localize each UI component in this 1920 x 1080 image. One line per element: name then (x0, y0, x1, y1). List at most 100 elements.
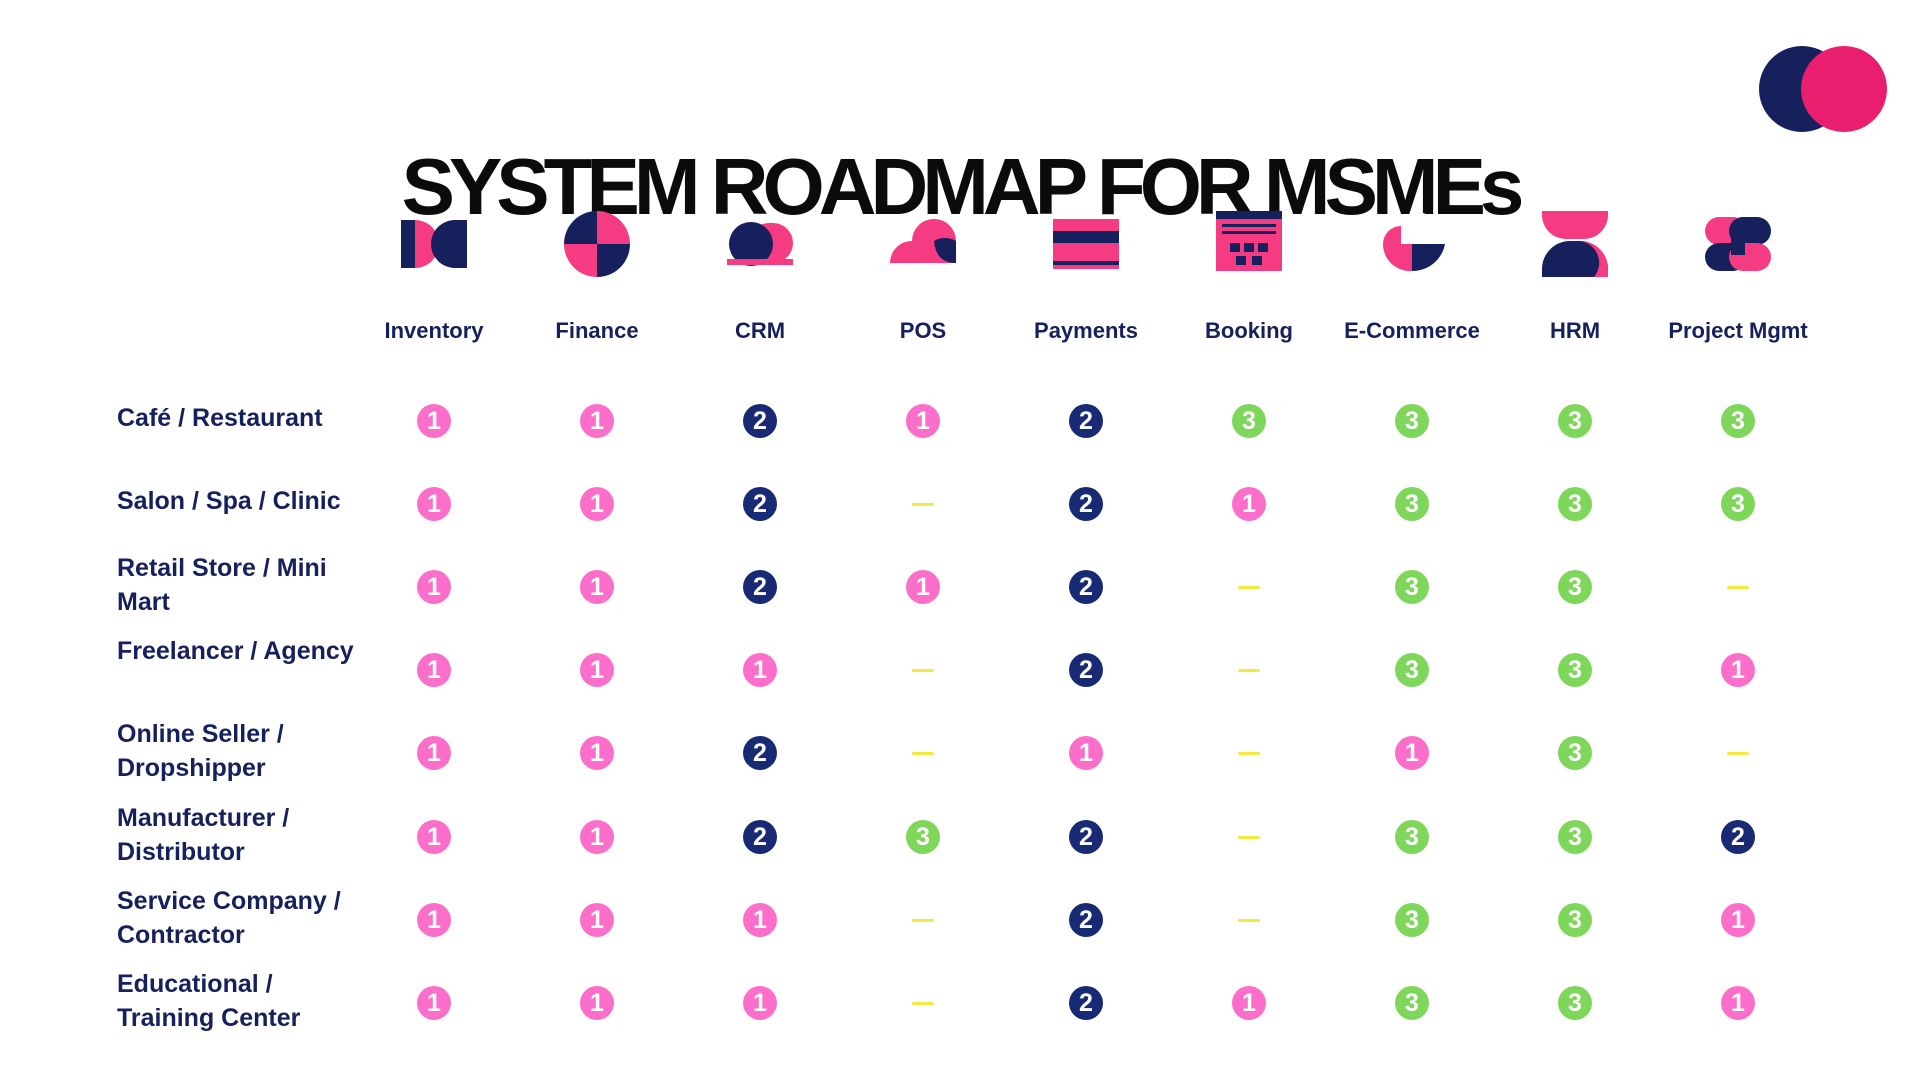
phase-badge: 1 (580, 653, 614, 687)
phase-badge: 2 (743, 820, 777, 854)
column-label: POS (899, 318, 947, 343)
column-label: HRM (1549, 318, 1601, 343)
phase-badge: 3 (1558, 570, 1592, 604)
phase-badge: 1 (1395, 736, 1429, 770)
phase-badge: 1 (580, 820, 614, 854)
row-label: Freelancer / Agency (117, 637, 354, 665)
column-label: E-Commerce (1344, 318, 1480, 343)
phase-badge: 3 (1721, 487, 1755, 521)
phase-badge: 2 (1069, 487, 1103, 521)
phase-badge: 1 (1232, 487, 1266, 521)
phase-badge: 1 (417, 820, 451, 854)
phase-badge: 1 (417, 487, 451, 521)
phase-badge: 1 (743, 653, 777, 687)
phase-badge: 3 (1395, 487, 1429, 521)
phase-badge: 1 (580, 903, 614, 937)
not-applicable-dash (1238, 752, 1260, 755)
payments-icon (1053, 211, 1119, 277)
not-applicable-dash (912, 503, 934, 506)
phase-badge: 2 (1069, 404, 1103, 438)
phase-badge: 1 (1232, 986, 1266, 1020)
phase-badge: 3 (1395, 653, 1429, 687)
booking-icon (1216, 211, 1282, 277)
phase-badge: 3 (1395, 986, 1429, 1020)
finance-icon (564, 211, 630, 277)
phase-badge: 1 (417, 404, 451, 438)
not-applicable-dash (912, 919, 934, 922)
phase-badge: 2 (1069, 820, 1103, 854)
not-applicable-dash (1238, 836, 1260, 839)
row-label: Educational / Training Center (117, 970, 301, 1032)
phase-badge: 3 (1558, 487, 1592, 521)
phase-badge: 1 (580, 404, 614, 438)
phase-badge: 1 (1721, 986, 1755, 1020)
phase-badge: 1 (580, 570, 614, 604)
phase-badge: 2 (743, 404, 777, 438)
phase-badge: 2 (743, 487, 777, 521)
row-label: Café / Restaurant (117, 404, 323, 432)
phase-badge: 2 (1069, 570, 1103, 604)
column-header: CRM (678, 0, 842, 360)
not-applicable-dash (1238, 669, 1260, 672)
phase-badge: 1 (580, 487, 614, 521)
phase-badge: 1 (906, 570, 940, 604)
phase-badge: 1 (1721, 903, 1755, 937)
row-label: Manufacturer / Distributor (117, 804, 290, 866)
phase-badge: 1 (417, 653, 451, 687)
phase-badge: 2 (743, 736, 777, 770)
column-label: Project Mgmt (1668, 318, 1808, 343)
ecommerce-icon (1379, 211, 1445, 277)
not-applicable-dash (1727, 586, 1749, 589)
column-label: Booking (1205, 318, 1293, 343)
phase-badge: 2 (1721, 820, 1755, 854)
column-label: Payments (1034, 318, 1138, 343)
phase-badge: 3 (1558, 820, 1592, 854)
not-applicable-dash (912, 1002, 934, 1005)
phase-badge: 3 (1721, 404, 1755, 438)
inventory-icon (401, 211, 467, 277)
phase-badge: 2 (1069, 653, 1103, 687)
column-header: Inventory (352, 0, 516, 360)
phase-badge: 3 (1558, 653, 1592, 687)
phase-badge: 3 (1558, 903, 1592, 937)
crm-icon (727, 211, 793, 277)
not-applicable-dash (1727, 752, 1749, 755)
not-applicable-dash (912, 752, 934, 755)
not-applicable-dash (1238, 919, 1260, 922)
column-label: CRM (734, 318, 786, 343)
phase-badge: 1 (743, 903, 777, 937)
column-header: Finance (515, 0, 679, 360)
pos-icon (890, 211, 956, 277)
phase-badge: 3 (1395, 404, 1429, 438)
column-header: E-Commerce (1330, 0, 1494, 360)
column-header: Booking (1167, 0, 1331, 360)
column-header: POS (841, 0, 1005, 360)
phase-badge: 3 (1395, 820, 1429, 854)
phase-badge: 3 (1558, 736, 1592, 770)
column-header: Project Mgmt (1656, 0, 1820, 360)
phase-badge: 3 (1395, 570, 1429, 604)
phase-badge: 2 (1069, 903, 1103, 937)
phase-badge: 1 (580, 736, 614, 770)
hrm-icon (1542, 211, 1608, 277)
column-label: Finance (555, 318, 639, 343)
row-label: Retail Store / Mini Mart (117, 554, 327, 616)
phase-badge: 3 (906, 820, 940, 854)
phase-badge: 1 (417, 736, 451, 770)
not-applicable-dash (912, 669, 934, 672)
phase-badge: 1 (743, 986, 777, 1020)
project-mgmt-icon (1705, 211, 1771, 277)
row-label: Salon / Spa / Clinic (117, 487, 341, 515)
not-applicable-dash (1238, 586, 1260, 589)
phase-badge: 1 (1721, 653, 1755, 687)
phase-badge: 1 (1069, 736, 1103, 770)
brand-logo (1759, 46, 1887, 132)
column-header: Payments (1004, 0, 1168, 360)
phase-badge: 3 (1232, 404, 1266, 438)
phase-badge: 3 (1395, 903, 1429, 937)
phase-badge: 1 (580, 986, 614, 1020)
phase-badge: 1 (417, 570, 451, 604)
phase-badge: 1 (906, 404, 940, 438)
phase-badge: 2 (743, 570, 777, 604)
phase-badge: 3 (1558, 986, 1592, 1020)
